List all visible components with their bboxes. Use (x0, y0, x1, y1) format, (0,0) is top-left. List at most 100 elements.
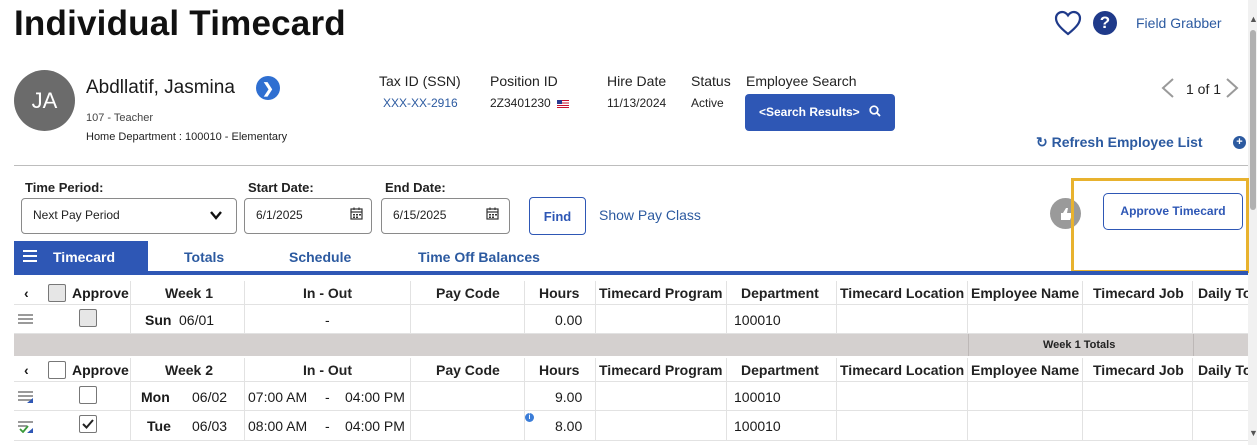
end-date-input[interactable] (381, 198, 510, 234)
col-hours: Hours (525, 358, 596, 381)
week2-header-row: ‹ Approve Week 2 In - Out Pay Code Hours… (14, 358, 1248, 382)
col-approve (14, 358, 131, 381)
cell-timecard-location[interactable] (837, 411, 968, 440)
refresh-label: Refresh Employee List (1051, 134, 1203, 150)
employee-name-header: Employee Name (971, 362, 1080, 378)
tab-timecard[interactable]: Timecard (14, 241, 148, 272)
cell-employee-name[interactable] (968, 382, 1083, 410)
row-date: 06/01 (179, 312, 215, 328)
start-date-input[interactable] (244, 198, 372, 234)
find-button[interactable]: Find (529, 197, 586, 235)
calendar-icon[interactable] (486, 207, 499, 220)
cell-timecard-job[interactable] (1083, 382, 1193, 410)
tab-time-off-balances[interactable]: Time Off Balances (418, 249, 540, 265)
cell-timecard-job[interactable] (1083, 411, 1193, 440)
hire-date-value: 11/13/2024 (607, 96, 667, 110)
refresh-employee-list-link[interactable]: ↻ Refresh Employee List (1036, 134, 1203, 151)
chevron-down-icon (210, 211, 222, 220)
hamburger-menu-icon[interactable] (23, 250, 37, 262)
info-icon[interactable]: i (525, 413, 534, 422)
week1-totals-band (14, 334, 1248, 356)
cell-employee-name[interactable] (968, 411, 1083, 440)
avatar: JA (14, 70, 75, 131)
row-time-out: 04:00 PM (345, 389, 405, 405)
tab-underline (14, 271, 1248, 275)
row-time-in: 07:00 AM (248, 389, 308, 405)
cell-timecard-location[interactable] (837, 305, 968, 333)
timecard-program-header: Timecard Program (599, 285, 723, 301)
row-details-icon[interactable] (18, 313, 33, 326)
cell-in-out[interactable]: 08:00 AM - 04:00 PM (245, 411, 411, 440)
tab-timecard-label: Timecard (53, 249, 115, 265)
calendar-icon[interactable] (350, 207, 363, 220)
field-grabber-link[interactable]: Field Grabber (1136, 15, 1222, 31)
col-timecard-program: Timecard Program (596, 358, 727, 381)
search-results-button[interactable]: <Search Results> (745, 94, 895, 131)
checkmark-icon (82, 419, 94, 429)
page-title: Individual Timecard (14, 4, 346, 43)
plus-icon[interactable]: + (1233, 136, 1246, 149)
row-department: 100010 (734, 312, 781, 328)
cell-daily-total (1193, 382, 1248, 410)
end-date-value: 6/15/2025 (393, 208, 447, 222)
collapse-left-icon[interactable]: ‹ (24, 362, 29, 378)
approve-checkbox[interactable] (79, 415, 97, 433)
approve-checkbox[interactable] (79, 309, 97, 327)
scrollbar-thumb[interactable] (1250, 30, 1256, 210)
approve-all-checkbox[interactable] (48, 284, 66, 302)
tax-id-value[interactable]: XXX-XX-2916 (383, 96, 458, 110)
status-value: Active (691, 96, 724, 110)
tab-schedule[interactable]: Schedule (289, 249, 352, 265)
show-pay-class-link[interactable]: Show Pay Class (599, 207, 701, 223)
timecard-program-header: Timecard Program (599, 362, 723, 378)
approve-checkbox[interactable] (79, 386, 97, 404)
cell-timecard-program[interactable] (596, 411, 727, 440)
cell-hours[interactable]: 0.00 (525, 305, 596, 333)
position-id-row: 2Z3401230 (490, 96, 569, 110)
cell-pay-code[interactable] (411, 411, 525, 440)
heart-icon[interactable] (1054, 10, 1082, 36)
refresh-icon: ↻ (1036, 134, 1048, 150)
thumbs-up-icon[interactable] (1050, 198, 1081, 229)
row-approved-icon[interactable] (18, 420, 33, 433)
row-hours: 9.00 (555, 389, 583, 405)
time-period-select[interactable] (21, 198, 237, 234)
page-scrollbar[interactable] (1248, 0, 1257, 445)
cell-department[interactable]: 100010 (727, 382, 837, 410)
scroll-up-arrow-icon[interactable]: ▲ (1249, 14, 1257, 24)
row-details-icon[interactable] (18, 390, 33, 403)
cell-in-out[interactable]: 07:00 AM - 04:00 PM (245, 382, 411, 410)
cell-timecard-location[interactable] (837, 382, 968, 410)
employee-job: 107 - Teacher (86, 112, 154, 124)
col-hours: Hours (525, 281, 596, 304)
cell-pay-code[interactable] (411, 305, 525, 333)
cell-in-out[interactable]: - (245, 305, 411, 333)
cell-employee-name[interactable] (968, 305, 1083, 333)
collapse-left-icon[interactable]: ‹ (24, 285, 29, 301)
cell-pay-code[interactable] (411, 382, 525, 410)
cell-timecard-program[interactable] (596, 305, 727, 333)
help-icon[interactable]: ? (1093, 11, 1117, 35)
cell-timecard-program[interactable] (596, 382, 727, 410)
previous-employee-icon[interactable] (1158, 76, 1178, 100)
col-in-out: In - Out (245, 358, 411, 381)
cell-department[interactable]: 100010 (727, 411, 837, 440)
approve-all-checkbox[interactable] (48, 361, 66, 379)
cell-hours[interactable]: 8.00 (525, 411, 596, 440)
approve-column-header: Approve (72, 285, 129, 301)
cell-timecard-job[interactable] (1083, 305, 1193, 333)
cell-hours[interactable]: 9.00 (525, 382, 596, 410)
pay-code-header: Pay Code (436, 362, 500, 378)
employee-details-arrow-icon[interactable]: ❯ (256, 76, 280, 100)
approve-timecard-button[interactable]: Approve Timecard (1103, 193, 1243, 230)
cell-department[interactable]: 100010 (727, 305, 837, 333)
week1-header-row: ‹ Approve Week 1 In - Out Pay Code Hours… (14, 281, 1248, 305)
scroll-down-arrow-icon[interactable]: ▼ (1249, 428, 1257, 438)
tab-totals[interactable]: Totals (184, 249, 225, 265)
employee-home-department: Home Department : 100010 - Elementary (86, 131, 288, 143)
next-employee-icon[interactable] (1222, 76, 1242, 100)
row-in-out: - (325, 312, 330, 328)
row-in-out-dash: - (325, 418, 330, 434)
totals-divider (968, 334, 969, 356)
row-day: Sun (145, 312, 172, 328)
